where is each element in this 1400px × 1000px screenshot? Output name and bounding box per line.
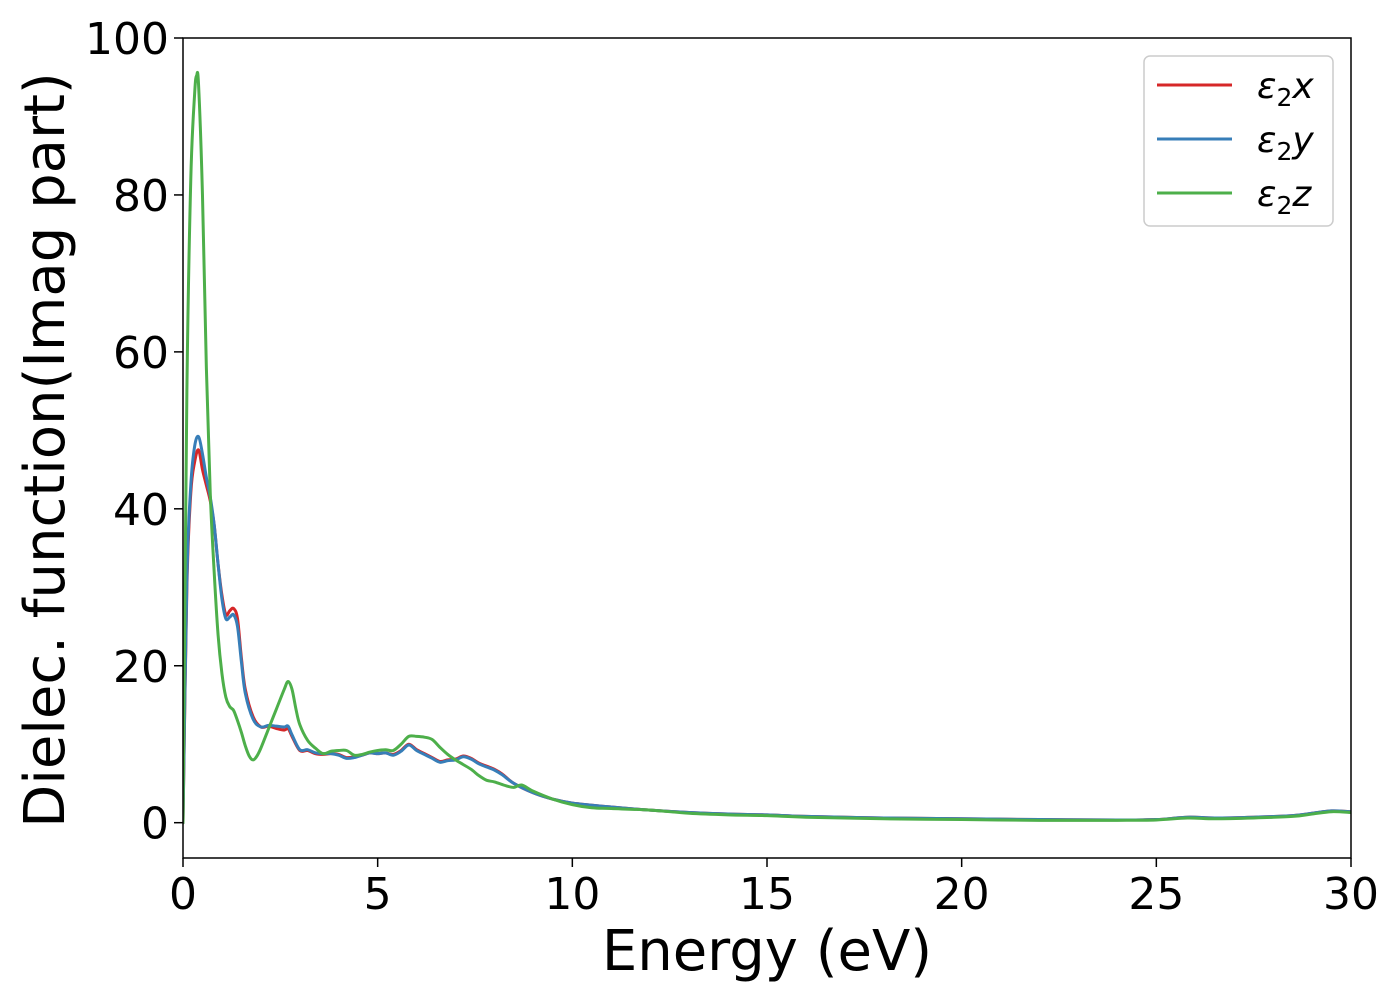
series-layer	[183, 70, 1351, 825]
y-tick-label: 20	[113, 642, 169, 693]
series-line-y	[183, 434, 1351, 825]
y-tick-label: 60	[113, 328, 169, 379]
legend-box	[1143, 55, 1334, 227]
x-tick-label: 15	[739, 869, 795, 920]
x-tick-label: 30	[1323, 869, 1379, 920]
legend-label-y: ε2y	[1257, 120, 1314, 166]
x-tick-label: 10	[544, 869, 600, 920]
legend-label-x: ε2x	[1257, 66, 1314, 112]
y-axis-label: Dielec. function(Imag part)	[13, 72, 78, 828]
x-tick-label: 20	[934, 869, 990, 920]
x-axis: 0 5 10 15 20 25 30	[169, 858, 1379, 920]
x-tick-label: 0	[169, 869, 197, 920]
y-tick-label: 100	[85, 14, 169, 65]
y-tick-label: 40	[113, 485, 169, 536]
x-axis-label: Energy (eV)	[602, 919, 932, 984]
series-line-x	[183, 448, 1351, 825]
legend-label-z: ε2z	[1257, 174, 1312, 220]
series-line-z	[183, 70, 1351, 825]
y-axis: 0 20 40 60 80 100	[85, 14, 183, 850]
y-tick-label: 80	[113, 171, 169, 222]
x-tick-label: 25	[1128, 869, 1184, 920]
y-tick-label: 0	[141, 799, 169, 850]
x-tick-label: 5	[364, 869, 392, 920]
legend: ε2x ε2y ε2z	[1143, 55, 1334, 227]
